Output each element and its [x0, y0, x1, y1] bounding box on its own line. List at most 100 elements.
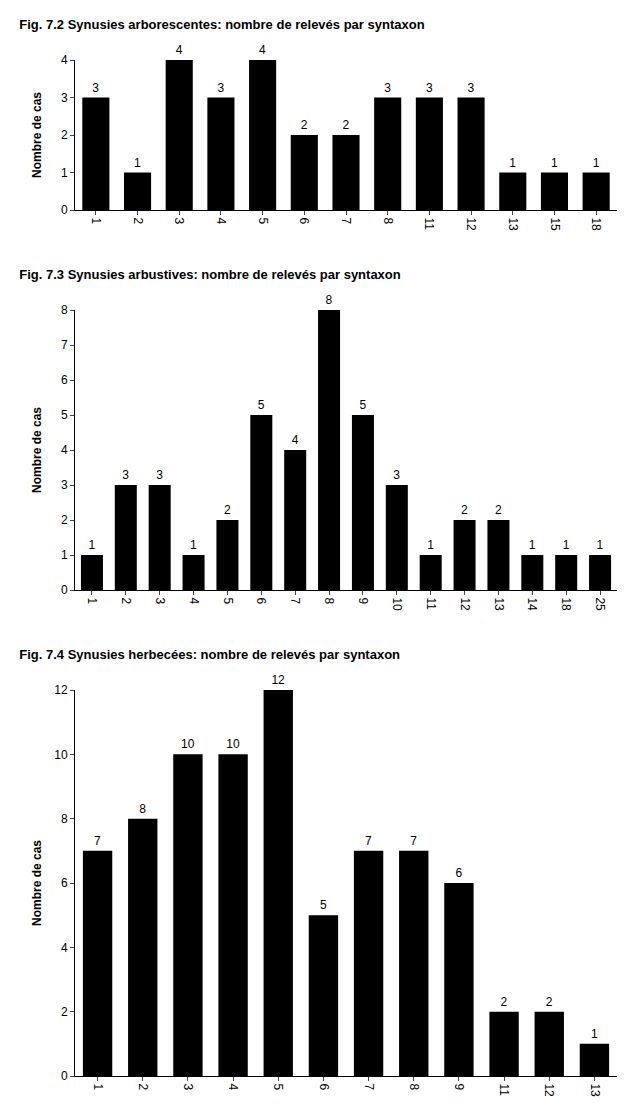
svg-text:13: 13 [492, 597, 506, 611]
svg-text:2: 2 [224, 503, 231, 517]
svg-text:3: 3 [426, 81, 433, 95]
svg-text:7: 7 [339, 217, 353, 224]
svg-text:4: 4 [214, 217, 228, 224]
svg-text:2: 2 [119, 597, 133, 604]
svg-text:1: 1 [509, 156, 516, 170]
svg-text:1: 1 [591, 1027, 598, 1041]
svg-text:Fig. 7.2 Synusies arborescente: Fig. 7.2 Synusies arborescentes: nombre … [19, 17, 424, 32]
svg-text:8: 8 [381, 217, 395, 224]
svg-text:3: 3 [217, 81, 224, 95]
svg-text:6: 6 [455, 866, 462, 880]
svg-text:3: 3 [122, 468, 129, 482]
svg-text:5: 5 [258, 398, 265, 412]
svg-text:7: 7 [410, 834, 417, 848]
svg-text:7: 7 [362, 1083, 376, 1090]
svg-text:1: 1 [427, 538, 434, 552]
svg-text:5: 5 [256, 217, 270, 224]
svg-text:Nombre de cas: Nombre de cas [30, 407, 44, 493]
svg-text:2: 2 [131, 217, 145, 224]
svg-text:1: 1 [91, 1083, 105, 1090]
svg-text:10: 10 [54, 748, 68, 762]
svg-text:1: 1 [190, 538, 197, 552]
svg-text:10: 10 [390, 597, 404, 611]
svg-text:2: 2 [61, 1005, 68, 1019]
svg-text:6: 6 [254, 597, 268, 604]
svg-text:1: 1 [134, 156, 141, 170]
svg-text:4: 4 [187, 597, 201, 604]
svg-text:4: 4 [61, 941, 68, 955]
svg-text:3: 3 [468, 81, 475, 95]
svg-text:12: 12 [464, 217, 478, 231]
svg-text:14: 14 [525, 597, 539, 611]
svg-text:12: 12 [54, 683, 68, 697]
svg-text:6: 6 [297, 217, 311, 224]
svg-text:3: 3 [153, 597, 167, 604]
svg-text:4: 4 [259, 43, 266, 57]
svg-text:1: 1 [61, 166, 68, 180]
svg-text:8: 8 [61, 303, 68, 317]
svg-text:Fig. 7.3 Synusies arbustives:: Fig. 7.3 Synusies arbustives: nombre de … [19, 267, 401, 282]
svg-text:1: 1 [563, 538, 570, 552]
svg-text:1: 1 [551, 156, 558, 170]
svg-text:2: 2 [546, 995, 553, 1009]
svg-text:10: 10 [226, 737, 240, 751]
svg-text:1: 1 [89, 217, 103, 224]
svg-text:4: 4 [61, 53, 68, 67]
svg-text:11: 11 [424, 597, 438, 610]
svg-text:25: 25 [593, 597, 607, 611]
svg-text:1: 1 [593, 156, 600, 170]
svg-text:11: 11 [422, 217, 436, 230]
svg-text:6: 6 [317, 1083, 331, 1090]
svg-text:15: 15 [548, 217, 562, 231]
svg-text:5: 5 [61, 408, 68, 422]
svg-text:2: 2 [61, 128, 68, 142]
svg-text:3: 3 [393, 468, 400, 482]
svg-text:1: 1 [61, 548, 68, 562]
svg-text:18: 18 [589, 217, 603, 231]
svg-text:0: 0 [61, 583, 68, 597]
svg-text:2: 2 [501, 995, 508, 1009]
svg-text:8: 8 [61, 812, 68, 826]
svg-text:2: 2 [61, 513, 68, 527]
svg-text:1: 1 [529, 538, 536, 552]
svg-text:13: 13 [588, 1083, 602, 1097]
svg-text:7: 7 [288, 597, 302, 604]
svg-text:3: 3 [92, 81, 99, 95]
svg-text:Nombre de cas: Nombre de cas [30, 92, 44, 178]
svg-text:12: 12 [458, 597, 472, 611]
svg-text:4: 4 [176, 43, 183, 57]
svg-text:5: 5 [359, 398, 366, 412]
svg-text:2: 2 [495, 503, 502, 517]
svg-text:7: 7 [94, 834, 101, 848]
svg-text:3: 3 [181, 1083, 195, 1090]
svg-text:2: 2 [301, 118, 308, 132]
svg-text:13: 13 [506, 217, 520, 231]
svg-text:12: 12 [271, 673, 285, 687]
svg-text:4: 4 [292, 433, 299, 447]
svg-text:2: 2 [343, 118, 350, 132]
svg-text:3: 3 [172, 217, 186, 224]
svg-text:1: 1 [597, 538, 604, 552]
svg-text:3: 3 [61, 478, 68, 492]
svg-text:0: 0 [61, 203, 68, 217]
svg-text:3: 3 [61, 91, 68, 105]
svg-text:5: 5 [320, 898, 327, 912]
svg-text:2: 2 [136, 1083, 150, 1090]
svg-text:3: 3 [156, 468, 163, 482]
svg-text:0: 0 [61, 1069, 68, 1083]
svg-text:7: 7 [365, 834, 372, 848]
svg-text:4: 4 [226, 1083, 240, 1090]
svg-text:4: 4 [61, 443, 68, 457]
svg-text:5: 5 [271, 1083, 285, 1090]
svg-text:3: 3 [384, 81, 391, 95]
svg-text:2: 2 [461, 503, 468, 517]
svg-text:6: 6 [61, 373, 68, 387]
svg-text:9: 9 [452, 1083, 466, 1090]
svg-text:8: 8 [326, 293, 333, 307]
svg-text:12: 12 [542, 1083, 556, 1097]
svg-text:18: 18 [559, 597, 573, 611]
svg-text:8: 8 [139, 802, 146, 816]
svg-text:1: 1 [88, 538, 95, 552]
svg-text:1: 1 [85, 597, 99, 604]
svg-text:Fig. 7.4 Synusies herbecées: n: Fig. 7.4 Synusies herbecées: nombre de r… [19, 647, 400, 662]
